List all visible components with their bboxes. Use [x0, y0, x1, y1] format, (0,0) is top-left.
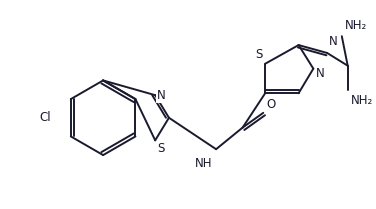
Text: N: N	[316, 67, 325, 80]
Text: N: N	[157, 89, 166, 102]
Text: N: N	[329, 35, 338, 48]
Text: NH₂: NH₂	[351, 94, 373, 107]
Text: NH₂: NH₂	[345, 19, 367, 32]
Text: S: S	[157, 142, 165, 155]
Text: Cl: Cl	[39, 111, 51, 124]
Text: S: S	[255, 48, 262, 61]
Text: O: O	[266, 98, 276, 111]
Text: NH: NH	[195, 157, 212, 170]
